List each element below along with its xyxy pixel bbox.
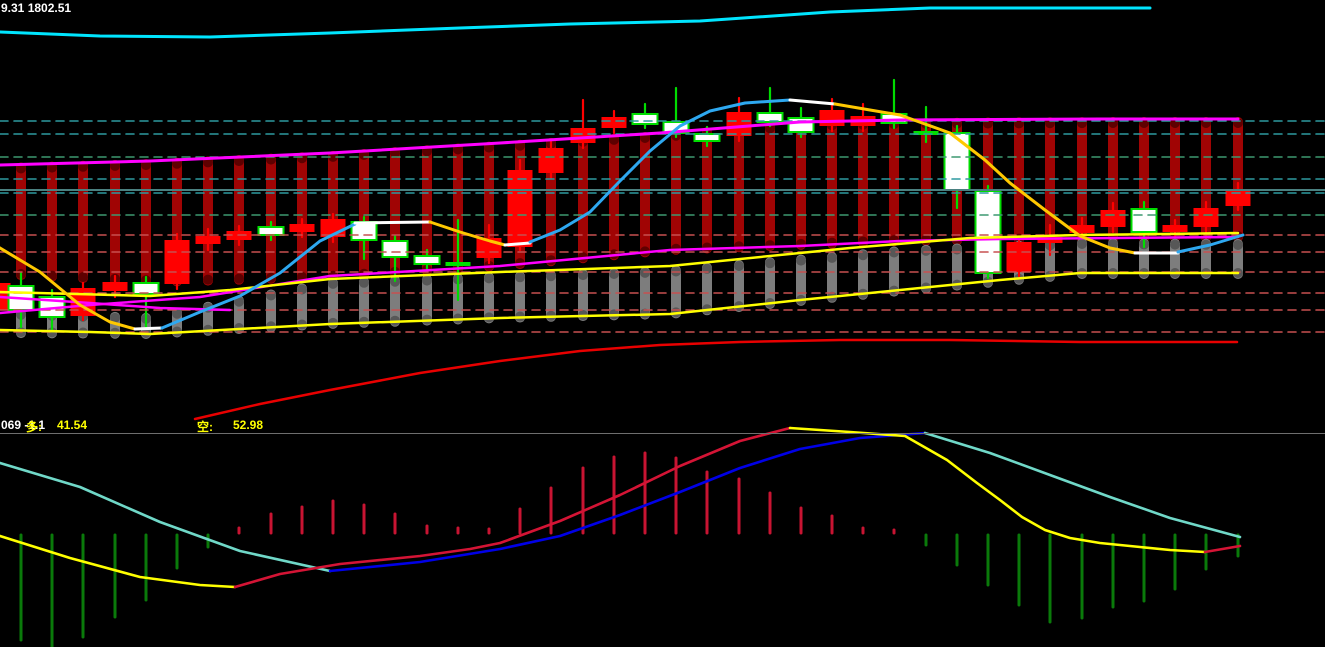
candle-down: [693, 133, 721, 142]
candle-down: [381, 240, 409, 258]
macd-histogram: [19, 451, 1240, 647]
candle-down: [631, 113, 659, 125]
candle-up: [164, 240, 190, 284]
grid-lines: [0, 120, 1325, 333]
candle-doji: [445, 262, 471, 266]
candle-up: [538, 148, 564, 173]
candle-down: [974, 190, 1002, 274]
candle-down: [787, 117, 815, 133]
candle-up: [102, 282, 128, 291]
candle-doji: [913, 131, 939, 135]
candle-up: [1006, 242, 1032, 272]
long-label: 多:: [26, 420, 42, 434]
candle-up: [195, 236, 221, 244]
sub-indicator-label-row: 069 -1.1 多: 41.54 空: 52.98: [0, 418, 1325, 434]
candle-up: [1037, 237, 1063, 243]
candle-down: [756, 112, 784, 123]
channel-bars: [16, 117, 1243, 339]
candle-up: [1225, 191, 1251, 206]
candle-up: [1100, 210, 1126, 227]
long-value: 41.54: [57, 418, 88, 432]
candle-up: [1069, 225, 1095, 233]
panel-divider: [0, 433, 1325, 434]
ma-line: [0, 98, 1245, 331]
candle-down: [413, 255, 441, 265]
candle-up: [289, 224, 315, 232]
candle-down: [943, 132, 971, 191]
band-lines: [0, 6, 1240, 421]
candle-up: [601, 117, 627, 128]
short-value: 52.98: [233, 418, 264, 432]
candle-up: [726, 112, 752, 136]
candle-up: [1193, 208, 1219, 227]
candle-up: [507, 170, 533, 247]
candle-down: [1130, 208, 1158, 233]
candle-up: [819, 110, 845, 126]
candle-down: [132, 282, 160, 295]
macd-lines: [0, 426, 1242, 589]
candle-up: [570, 128, 596, 143]
candle-up: [1162, 225, 1188, 232]
indicator-prefix: 069 -1.1: [1, 418, 46, 432]
candlestick-series: [0, 78, 1251, 332]
short-label: 空:: [197, 420, 213, 434]
candle-down: [257, 226, 285, 236]
price-label: 9.31 1802.51: [1, 1, 72, 15]
